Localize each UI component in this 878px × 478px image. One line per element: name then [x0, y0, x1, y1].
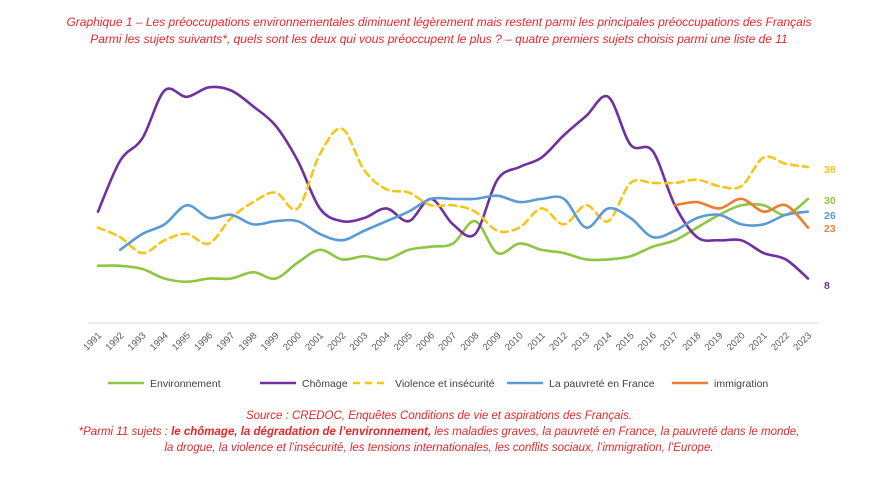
legend-label-chomage: Chômage [302, 378, 348, 390]
series-line-la-pauvrete-en-france [118, 194, 810, 252]
x-tick-label: 1997 [215, 330, 238, 353]
legend-label-immigration: immigration [714, 378, 768, 390]
x-tick-label: 2008 [459, 330, 482, 353]
end-label-immigration: 23 [824, 223, 836, 235]
x-tick-label: 2005 [392, 330, 415, 353]
x-tick-label: 1993 [126, 330, 149, 353]
x-tick-label: 1992 [104, 330, 127, 353]
end-label-chomage: 8 [824, 280, 830, 292]
x-tick-label: 1999 [259, 330, 282, 353]
x-tick-label: 2013 [570, 330, 593, 353]
end-label-violence-et-insecurite: 38 [824, 164, 836, 176]
x-tick-label: 2002 [325, 330, 348, 353]
source-line-2-rest: les maladies graves, la pauvreté en Fran… [431, 426, 800, 438]
x-tick-label: 1995 [170, 330, 193, 353]
x-tick-label: 2009 [481, 330, 504, 353]
legend-label-la-pauvrete-en-france: La pauvreté en France [549, 378, 655, 390]
x-tick-label: 2006 [414, 330, 437, 353]
x-tick-label: 2014 [592, 330, 615, 353]
chart-title: Graphique 1 – Les préoccupations environ… [0, 14, 878, 48]
x-tick-label: 2016 [636, 330, 659, 353]
x-tick-label: 2010 [503, 330, 526, 353]
x-tick-label: 2012 [547, 330, 570, 353]
x-tick-label: 2001 [303, 330, 326, 353]
chart-source: Source : CREDOC, Enquêtes Conditions de … [0, 408, 878, 456]
chart-title-line-2: Parmi les sujets suivants*, quels sont l… [90, 32, 788, 46]
x-tick-label: 1994 [148, 330, 171, 353]
series-line-violence-et-insecurite [96, 127, 810, 255]
source-line-2: *Parmi 11 sujets : le chômage, la dégrad… [0, 424, 878, 440]
end-label-environnement: 30 [824, 195, 836, 207]
source-line-3: la drogue, la violence et l’insécurité, … [164, 442, 714, 454]
legend-label-violence-et-insecurite: Violence et insécurité [395, 378, 495, 390]
x-tick-label: 2007 [436, 330, 459, 353]
legend-label-environnement: Environnement [150, 378, 221, 390]
chart-title-line-1: Graphique 1 – Les préoccupations environ… [66, 15, 812, 29]
x-tick-label: 2000 [281, 330, 304, 353]
series-line-immigration [673, 197, 810, 229]
x-tick-label: 2023 [791, 330, 814, 353]
x-tick-label: 2003 [348, 330, 371, 353]
source-line-2-bold: le chômage, la dégradation de l’environn… [171, 426, 432, 438]
x-tick-label: 2004 [370, 330, 393, 353]
source-line-2-prefix: *Parmi 11 sujets : [78, 426, 172, 438]
x-tick-label: 2011 [526, 330, 548, 352]
x-tick-label: 2021 [747, 330, 770, 353]
x-tick-label: 1996 [192, 330, 215, 353]
x-tick-label: 2017 [658, 330, 681, 353]
series-line-chomage [96, 85, 810, 280]
end-label-la-pauvrete-en-france: 26 [824, 210, 836, 222]
x-tick-label: 2022 [769, 330, 792, 353]
x-tick-label: 1991 [81, 330, 104, 353]
x-tick-label: 2018 [680, 330, 703, 353]
x-tick-label: 2015 [614, 330, 637, 353]
x-tick-label: 1998 [237, 330, 260, 353]
x-tick-label: 2020 [725, 330, 748, 353]
x-tick-label: 2019 [703, 330, 726, 353]
source-line-1: Source : CREDOC, Enquêtes Conditions de … [245, 410, 633, 422]
